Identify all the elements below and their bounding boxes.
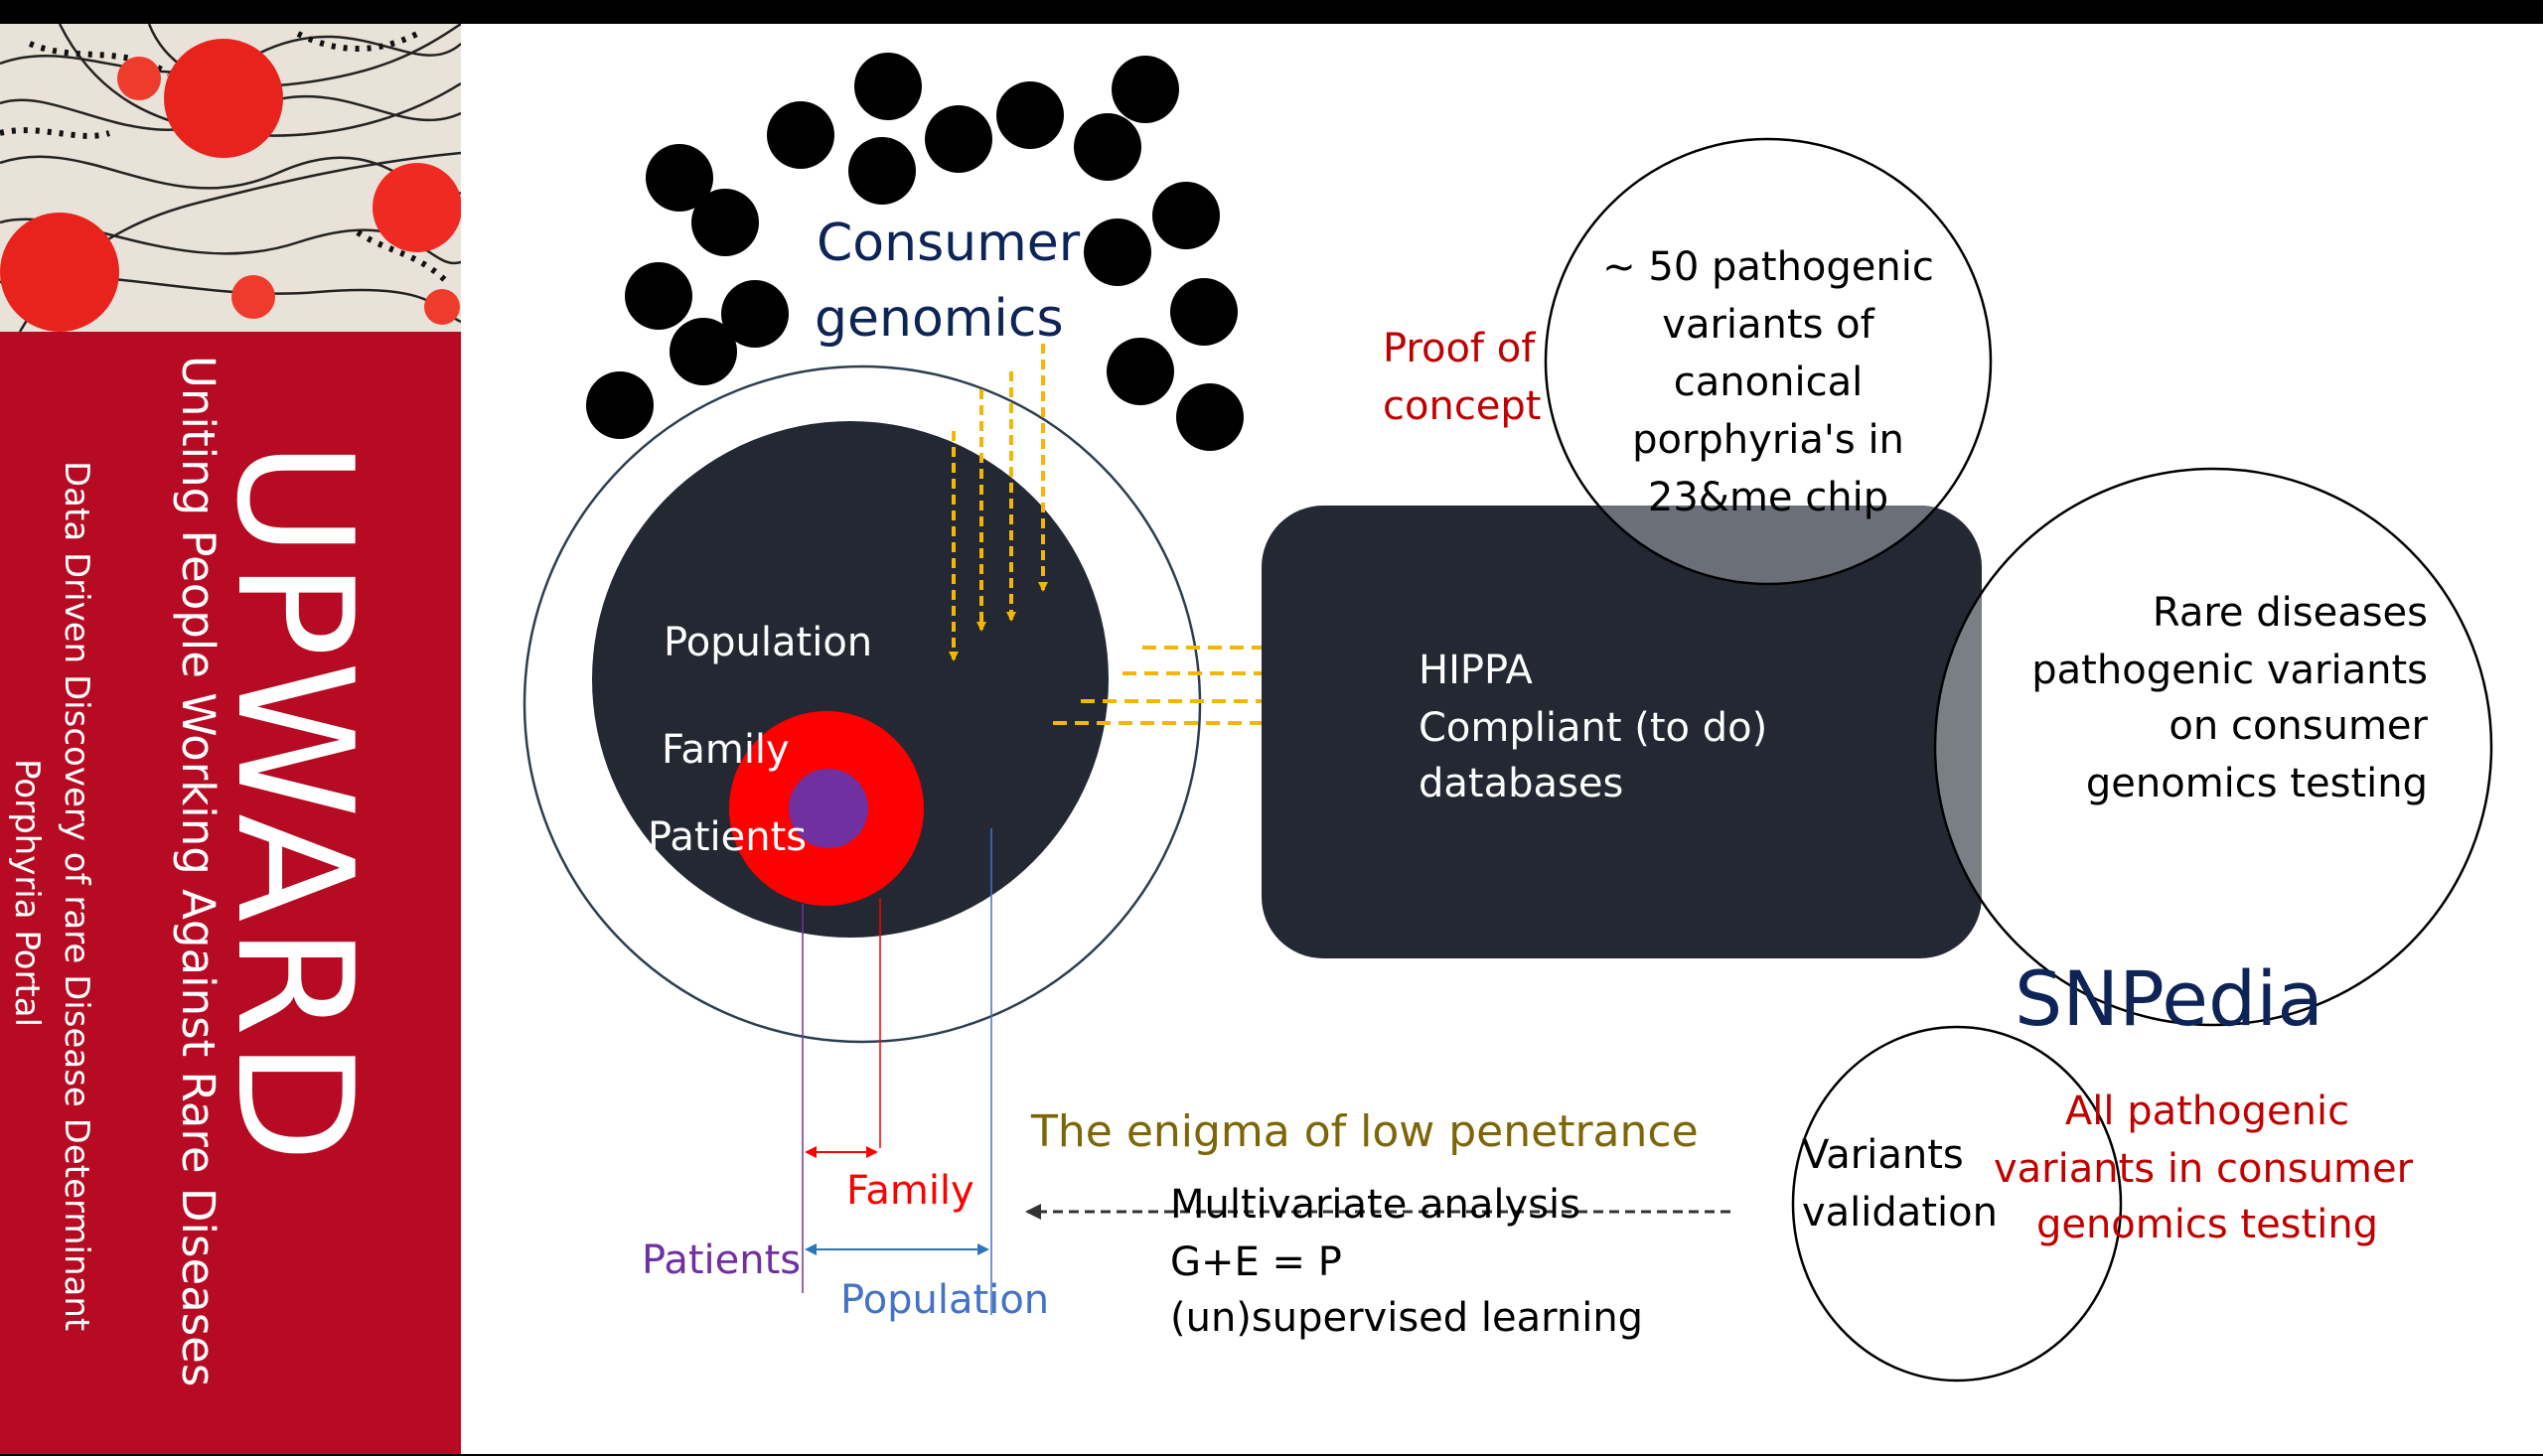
proof-line1: Proof of <box>1383 326 1536 371</box>
consumer-genomics-line1: Consumer <box>817 214 1081 273</box>
hippa-line1: HIPPA <box>1419 648 1534 693</box>
porphyria-line2: variants of <box>1662 302 1874 348</box>
population-label: Population <box>664 620 872 665</box>
consumer-genomics-line2: genomics <box>815 289 1064 349</box>
validation-line1: Variants <box>1802 1132 1964 1178</box>
scale-family-label: Family <box>846 1168 974 1214</box>
all-pathogenic-line3: genomics testing <box>2036 1202 2378 1247</box>
all-pathogenic-line2: variants in consumer <box>1994 1146 2414 1192</box>
diagram: Consumer genomics Population Family Pati… <box>523 53 2493 1383</box>
variants-validation-circle <box>1791 1025 2123 1383</box>
rare-line3: on consumer <box>2169 703 2428 749</box>
hippa-line2: Compliant (to do) <box>1419 705 1767 751</box>
outer-ring <box>523 364 1202 1044</box>
multivariate-line2: G+E = P <box>1170 1239 1342 1285</box>
hippa-database-box <box>1262 506 1982 958</box>
family-label: Family <box>662 727 790 773</box>
patients-circle <box>789 769 868 848</box>
validation-line2: validation <box>1802 1190 1998 1236</box>
multivariate-line1: Multivariate analysis <box>1170 1182 1580 1228</box>
rare-line2: pathogenic variants <box>2031 648 2428 693</box>
porphyria-line5: 23&me chip <box>1648 475 1888 520</box>
porphyria-line4: porphyria's in <box>1632 417 1904 463</box>
scale-lines <box>802 828 992 1315</box>
scale-patients-label: Patients <box>642 1238 801 1283</box>
rare-line4: genomics testing <box>2086 761 2428 806</box>
consumer-arrows <box>949 344 1048 661</box>
multivariate-line3: (un)supervised learning <box>1170 1295 1643 1341</box>
all-pathogenic-line1: All pathogenic <box>2065 1089 2349 1134</box>
rare-diseases-circle <box>1933 467 2493 1027</box>
patients-label: Patients <box>648 814 807 860</box>
enigma-label: The enigma of low penetrance <box>1030 1106 1699 1157</box>
proof-line2: concept <box>1383 383 1542 429</box>
porphyria-variants-circle <box>1544 137 1993 586</box>
consumer-dots <box>586 53 1244 451</box>
hippa-line3: databases <box>1419 761 1623 806</box>
rare-line1: Rare diseases <box>2153 590 2428 636</box>
decorative-artwork <box>0 24 461 332</box>
snpedia-label: SNPedia <box>2015 954 2323 1043</box>
slide: UPWARD Uniting People Working Against Ra… <box>0 24 2543 1454</box>
porphyria-line3: canonical <box>1674 360 1863 405</box>
scale-population-label: Population <box>840 1277 1049 1323</box>
porphyria-line1: ~ 50 pathogenic <box>1602 244 1934 290</box>
sidebar: UPWARD Uniting People Working Against Ra… <box>0 24 461 1454</box>
